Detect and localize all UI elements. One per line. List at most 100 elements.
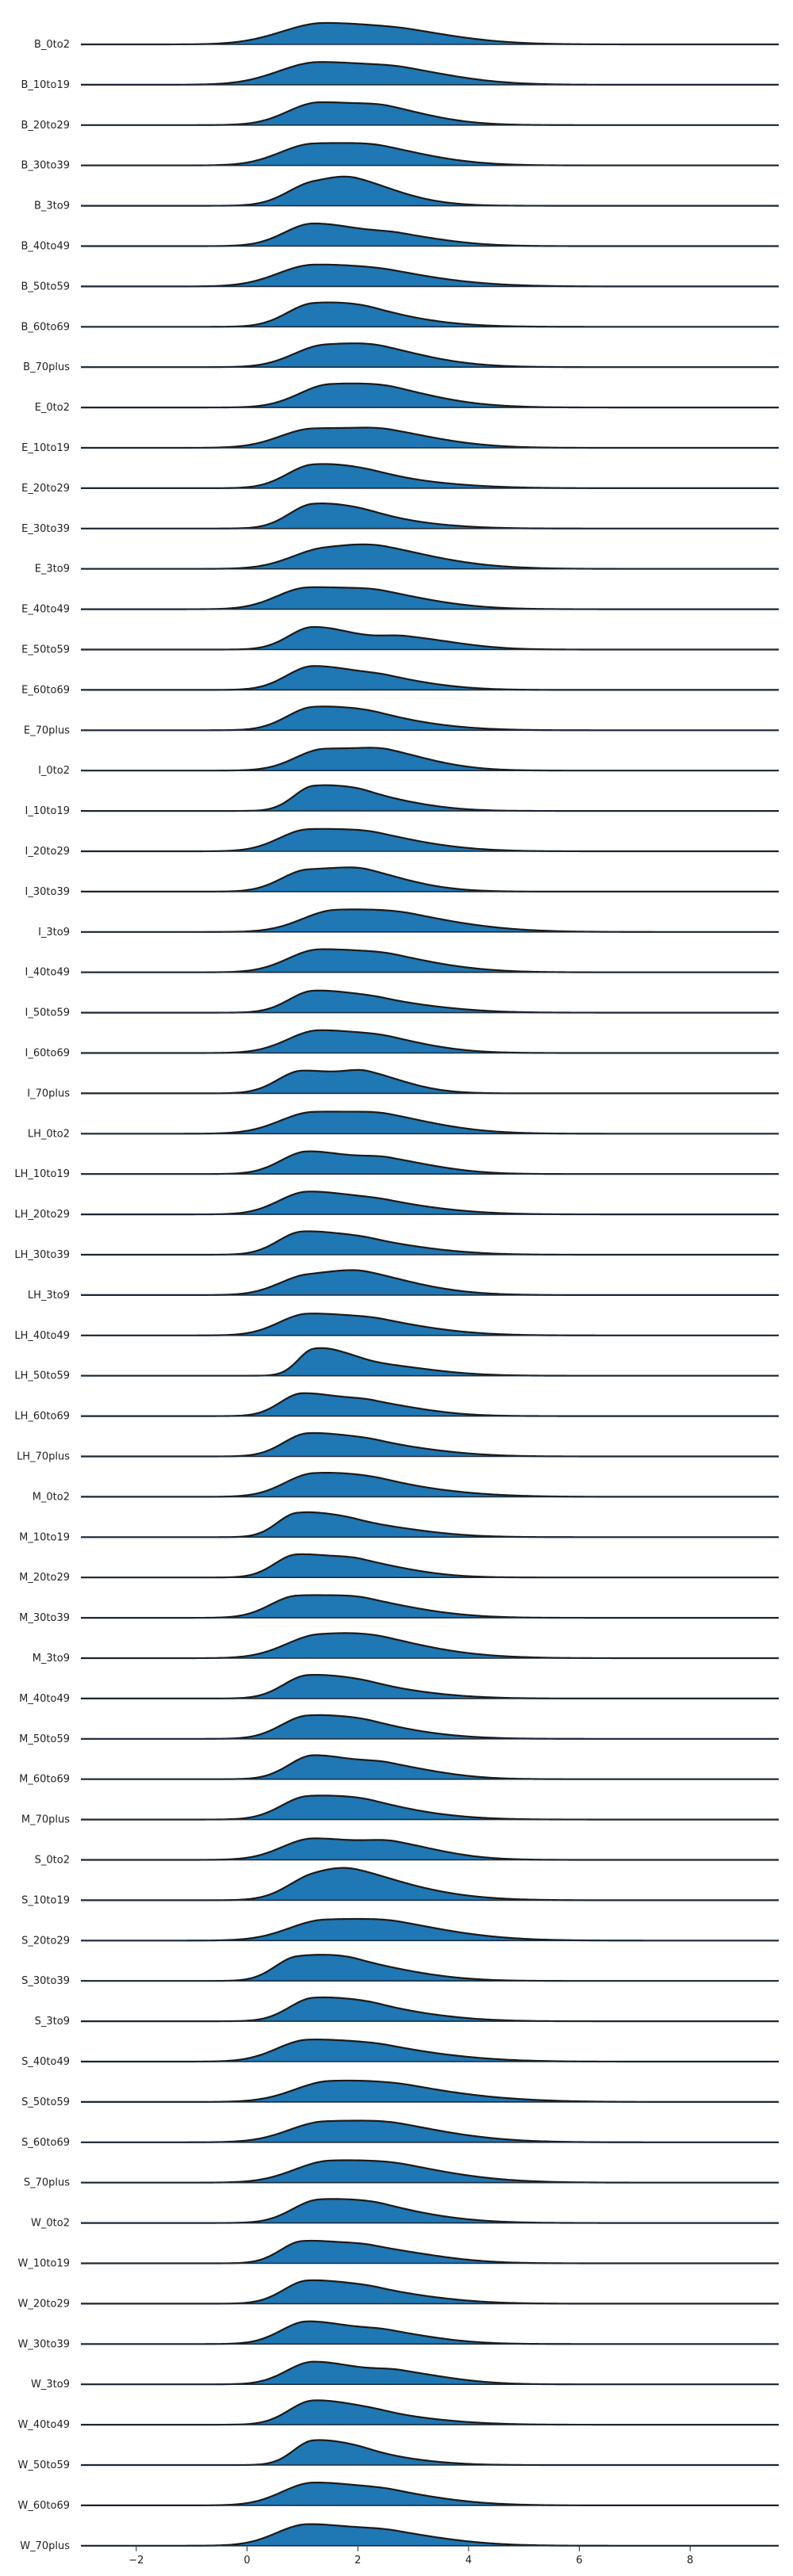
x-tick-label: −2 [128,2555,144,2566]
row-label: B_10to19 [21,79,70,91]
ridge-row: M_40to49 [19,1673,779,1705]
row-label: I_20to29 [25,846,70,858]
row-label: E_50to59 [21,644,70,656]
ridge-row: LH_50to59 [14,1347,779,1382]
ridge-area [81,2280,779,2304]
row-label: B_40to49 [21,241,70,253]
row-label: W_40to49 [18,2419,71,2431]
row-label: W_30to39 [18,2338,71,2350]
ridge-area [81,1997,779,2022]
ridge-area [81,867,779,892]
ridge-row: W_20to29 [18,2279,779,2310]
ridge-area [81,62,779,85]
ridge-area [81,544,779,569]
ridge-row: I_70plus [27,1068,779,1099]
ridge-area [81,503,779,529]
ridge-area [81,1191,779,1215]
row-label: M_10to19 [19,1531,70,1543]
row-label: E_40to49 [21,604,70,616]
ridge-area [81,1795,779,1820]
ridge-row: E_60to69 [21,665,779,696]
ridge-area [81,223,779,247]
ridge-area [81,747,779,771]
ridge-row: M_3to9 [33,1632,779,1664]
row-label: I_10to19 [25,805,70,817]
ridge-row: I_3to9 [38,908,779,938]
ridge-row: LH_3to9 [28,1269,779,1301]
x-tick-label: 8 [687,2555,693,2566]
ridge-area [81,2482,779,2505]
row-label: M_20to29 [19,1572,70,1584]
ridge-area [81,2361,779,2385]
ridge-area [81,828,779,851]
ridge-area [81,1313,779,1336]
ridge-area [81,990,779,1013]
ridge-area [81,587,779,610]
ridge-rows: B_0to2 B_10to19 B_20to29 B_30to39 B_3to9 B_40… [14,21,779,2552]
row-label: LH_70plus [17,1451,70,1463]
row-label: S_50to59 [21,2096,70,2108]
ridge-row: W_0to2 [31,2198,779,2230]
row-label: B_50to59 [21,281,70,292]
row-label: LH_0to2 [28,1128,70,1140]
ridge-area [81,2120,779,2142]
ridge-row: W_50to59 [18,2439,779,2471]
row-label: B_20to29 [21,120,70,132]
ridge-area [81,2039,779,2062]
ridge-row: M_50to59 [19,1714,779,1745]
ridge-row: I_50to59 [25,989,779,1019]
ridge-row: I_20to29 [25,827,779,858]
row-label: W_60to69 [18,2500,71,2512]
ridge-row: LH_20to29 [14,1191,779,1221]
row-label: W_0to2 [31,2218,70,2230]
row-label: B_3to9 [34,201,70,212]
ridge-area [81,464,779,488]
ridge-row: E_40to49 [21,586,779,616]
ridge-row: B_70plus [23,342,779,373]
row-label: LH_3to9 [28,1290,70,1301]
row-label: W_3to9 [31,2379,70,2391]
ridge-row: M_20to29 [19,1553,779,1584]
row-label: W_20to29 [18,2298,71,2310]
ridge-area [81,22,779,44]
ridge-area [81,1151,779,1175]
ridge-row: M_60to69 [19,1754,779,1786]
ridge-area [81,1675,779,1699]
ridge-area [81,1633,779,1658]
row-label: LH_10to19 [14,1168,70,1180]
row-label: E_30to39 [21,523,70,535]
ridge-row: E_70plus [24,705,779,736]
row-label: I_40to49 [25,967,70,979]
ridge-row: B_50to59 [21,263,779,292]
ridge-area [81,1512,779,1538]
row-label: S_0to2 [35,1855,70,1867]
row-label: I_70plus [27,1087,70,1099]
ridge-row: B_20to29 [21,101,779,132]
ridge-area [81,2321,779,2345]
ridge-area [81,1595,779,1619]
row-label: I_50to59 [25,1007,70,1019]
ridge-row: M_30to39 [19,1594,779,1624]
ridge-row: S_40to49 [21,2039,779,2068]
ridge-row: W_10to19 [18,2239,779,2270]
ridge-row: W_70plus [20,2523,779,2552]
ridge-row: S_10to19 [21,1867,779,1906]
ridge-area [81,1231,779,1255]
ridge-row: E_20to29 [21,463,779,495]
row-label: LH_60to69 [14,1411,70,1423]
row-label: M_40to49 [19,1693,70,1705]
row-label: S_3to9 [35,2016,70,2028]
row-label: S_20to29 [21,1935,70,1947]
x-tick-label: 6 [576,2555,582,2566]
ridge-row: E_0to2 [35,382,779,414]
row-label: B_0to2 [34,39,70,51]
ridge-area [81,1473,779,1497]
ridge-area [81,2199,779,2223]
row-label: E_60to69 [21,684,70,696]
ridge-area [81,706,779,731]
x-axis: −2 0 2 4 6 8 [128,2546,693,2566]
ridge-area [81,2241,779,2264]
ridge-area [81,949,779,973]
row-label: E_3to9 [35,564,70,575]
ridge-row: W_40to49 [18,2399,779,2431]
